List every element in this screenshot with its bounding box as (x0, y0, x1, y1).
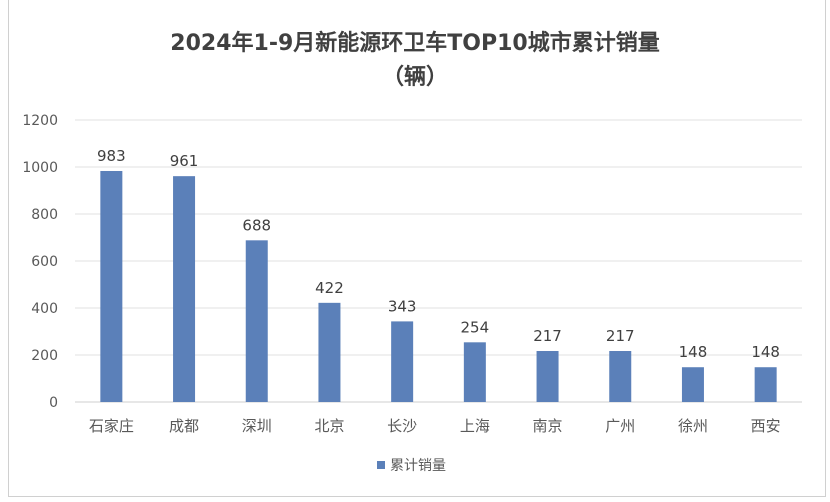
y-tick-label: 600 (31, 254, 58, 270)
data-label: 688 (242, 216, 271, 234)
x-tick-label: 成都 (169, 417, 199, 435)
data-label: 148 (679, 343, 708, 361)
data-label: 961 (170, 152, 199, 170)
y-tick-label: 200 (31, 348, 58, 364)
bar (318, 302, 341, 402)
data-label: 217 (533, 327, 562, 345)
bar (536, 351, 559, 402)
legend-swatch (377, 461, 385, 469)
bar (100, 170, 123, 402)
chart-title: 2024年1-9月新能源环卫车TOP10城市累计销量 (170, 30, 659, 56)
chart-frame (8, 0, 826, 497)
bar (463, 342, 486, 402)
x-tick-label: 石家庄 (89, 417, 134, 435)
y-tick-label: 400 (31, 301, 58, 317)
y-tick-label: 800 (31, 207, 58, 223)
y-tick-label: 1200 (22, 113, 58, 129)
data-label: 148 (751, 343, 780, 361)
bar (391, 321, 414, 402)
x-tick-label: 上海 (460, 417, 490, 435)
data-label: 217 (606, 327, 635, 345)
x-tick-label: 南京 (533, 417, 563, 435)
x-tick-label: 西安 (751, 417, 781, 435)
x-tick-label: 深圳 (242, 417, 272, 435)
data-label: 422 (315, 279, 344, 297)
data-label: 254 (461, 318, 490, 336)
chart-subtitle: （辆） (382, 64, 448, 90)
x-tick-label: 北京 (314, 417, 344, 435)
bar (609, 351, 632, 402)
bar (681, 367, 704, 402)
x-tick-label: 徐州 (678, 417, 708, 435)
bar (245, 240, 268, 402)
legend-label: 累计销量 (390, 458, 446, 474)
data-label: 343 (388, 297, 417, 315)
x-tick-label: 广州 (605, 417, 635, 435)
data-label: 983 (97, 147, 126, 165)
bar (173, 176, 196, 402)
y-tick-label: 0 (49, 395, 58, 411)
y-tick-label: 1000 (22, 160, 58, 176)
x-tick-label: 长沙 (387, 417, 417, 435)
bar (754, 367, 777, 402)
